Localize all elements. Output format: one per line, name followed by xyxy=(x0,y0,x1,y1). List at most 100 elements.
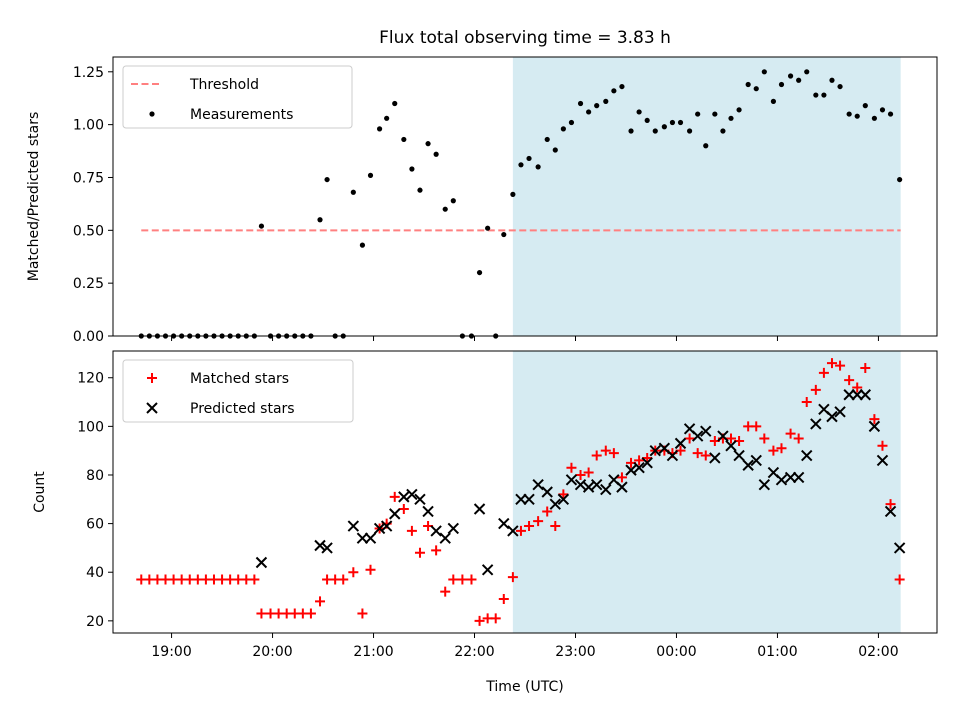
legend-label: Threshold xyxy=(189,77,259,93)
predicted-star-point xyxy=(389,508,401,520)
measurement-point xyxy=(518,162,524,168)
predicted-star-point xyxy=(447,522,460,535)
predicted-star-point xyxy=(565,474,578,486)
matched-star-point xyxy=(249,574,260,585)
measurement-point xyxy=(862,103,868,109)
matched-star-point xyxy=(616,472,627,483)
predicted-star-point xyxy=(574,478,587,491)
measurement-point xyxy=(611,88,617,94)
measurement-point xyxy=(510,191,516,197)
predicted-star-point xyxy=(414,493,426,506)
predicted-star-point xyxy=(725,440,737,452)
measurement-point xyxy=(628,128,634,134)
measurement-point xyxy=(577,100,584,107)
predicted-star-point xyxy=(810,418,822,430)
predicted-star-point xyxy=(717,430,729,442)
predicted-star-point xyxy=(733,449,745,462)
measurement-point xyxy=(813,92,819,98)
y-tick-label: 0.25 xyxy=(73,276,104,292)
predicted-star-point xyxy=(893,542,906,554)
measurement-point xyxy=(837,83,843,90)
matched-star-point xyxy=(575,469,586,480)
predicted-star-point xyxy=(523,493,535,506)
predicted-star-point xyxy=(641,457,653,469)
bottom-panel: 20 40 60 80 100 120 Count 19:00 20:00 21:00 22:00 2… xyxy=(32,350,938,695)
predicted-star-point xyxy=(801,449,813,462)
matched-star-point xyxy=(348,567,359,578)
chart-title: Flux total observing time = 3.83 h xyxy=(379,28,671,48)
measurement-point xyxy=(560,126,566,132)
matched-star-point xyxy=(591,450,602,461)
measurement-point xyxy=(501,231,507,238)
y-tick-label: 0.75 xyxy=(73,170,104,186)
predicted-star-point xyxy=(674,437,687,450)
measurement-point xyxy=(350,189,356,195)
x-tick-label: 20:00 xyxy=(252,644,292,660)
matched-star-point xyxy=(801,397,812,408)
matched-star-point xyxy=(785,428,796,439)
measurement-point xyxy=(728,115,734,121)
matched-star-point xyxy=(600,445,611,456)
measurement-point xyxy=(476,269,483,276)
measurement-point xyxy=(753,86,759,92)
predicted-star-point xyxy=(422,505,434,518)
matched-star-point xyxy=(305,608,316,619)
y-tick-label: 20 xyxy=(86,614,104,630)
matched-star-point xyxy=(550,521,561,532)
observing-span-shade xyxy=(512,351,901,633)
matched-star-point xyxy=(457,574,468,585)
measurement-point xyxy=(796,77,802,83)
predicted-star-point xyxy=(507,525,519,537)
measurement-point xyxy=(417,187,423,193)
matched-star-point xyxy=(507,572,518,583)
measurement-point xyxy=(854,113,860,119)
predicted-star-point xyxy=(859,389,872,401)
measurement-point xyxy=(603,98,609,104)
matched-star-point xyxy=(398,504,409,515)
predicted-star-point xyxy=(616,481,628,493)
x-tick-label: 02:00 xyxy=(858,644,898,660)
measurement-point xyxy=(644,117,650,124)
predicted-star-point xyxy=(884,505,897,518)
matched-star-point xyxy=(684,433,695,444)
measurement-point xyxy=(401,136,407,143)
legend-box xyxy=(122,65,353,129)
measurement-point xyxy=(636,109,642,115)
measurement-point xyxy=(586,109,592,115)
matched-star-point xyxy=(338,574,349,585)
matched-star-point xyxy=(558,489,569,500)
measurement-point xyxy=(652,128,658,134)
measurement-point xyxy=(384,115,390,121)
matched-star-point xyxy=(533,516,544,527)
predicted-star-point xyxy=(709,452,721,464)
predicted-star-point xyxy=(625,464,637,476)
y-tick-label: 0.50 xyxy=(73,223,104,239)
matched-star-point xyxy=(692,448,703,459)
matched-star-point xyxy=(389,491,400,502)
measurement-point xyxy=(324,176,330,183)
matched-star-point xyxy=(414,547,425,558)
measurement-point xyxy=(367,172,374,178)
axes-frame xyxy=(112,56,938,337)
measurement-point xyxy=(317,217,323,223)
matched-star-point xyxy=(818,367,829,378)
measurement-point xyxy=(669,119,676,126)
y-tick-label: 80 xyxy=(86,468,104,484)
matched-star-point xyxy=(642,452,653,463)
predicted-star-point xyxy=(700,425,712,437)
predicted-star-point xyxy=(633,461,645,474)
matched-star-point xyxy=(440,586,451,597)
measurement-point xyxy=(258,223,265,229)
matched-star-point xyxy=(860,363,871,374)
predicted-star-point xyxy=(532,478,544,491)
matched-star-point xyxy=(885,499,896,510)
predicted-star-point xyxy=(666,449,679,462)
predicted-star-point xyxy=(826,410,838,423)
predicted-star-point xyxy=(398,491,410,503)
measurement-point xyxy=(712,111,718,117)
predicted-star-point xyxy=(742,459,754,471)
predicted-star-point xyxy=(314,539,326,552)
measurement-point xyxy=(686,128,693,134)
matched-star-point xyxy=(810,384,821,395)
